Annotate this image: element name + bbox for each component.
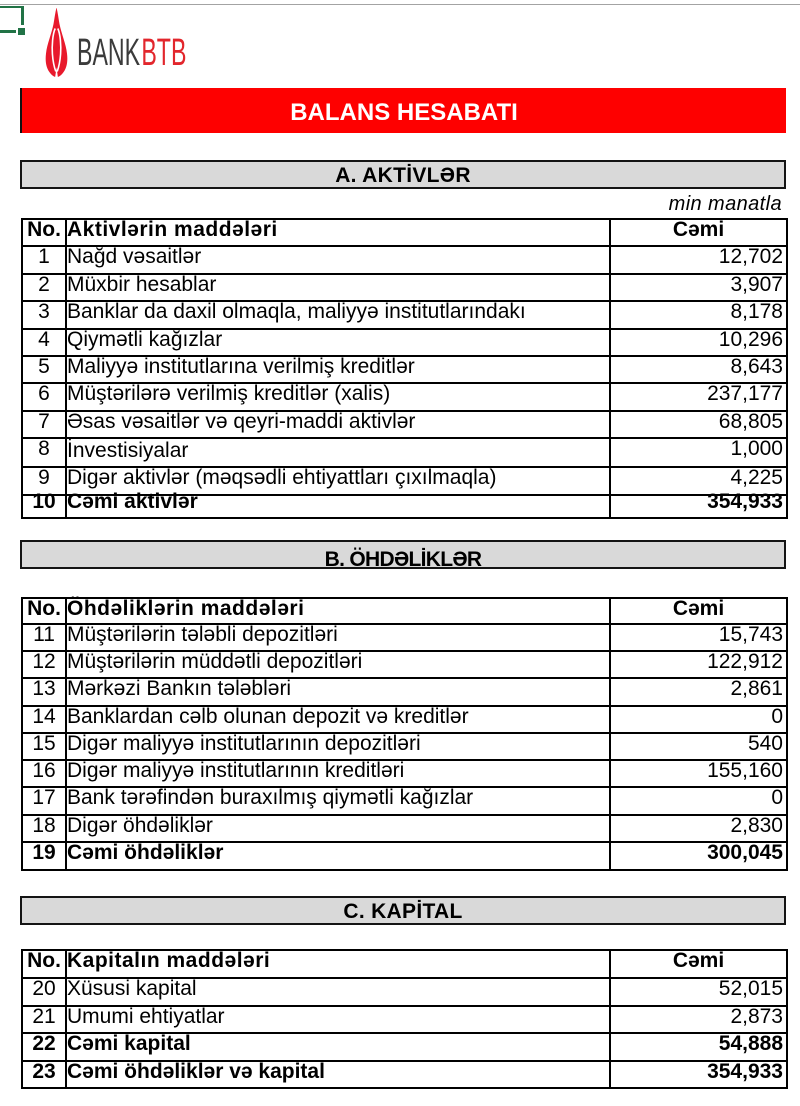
svg-text:BANKBTB: BANKBTB	[77, 31, 186, 73]
